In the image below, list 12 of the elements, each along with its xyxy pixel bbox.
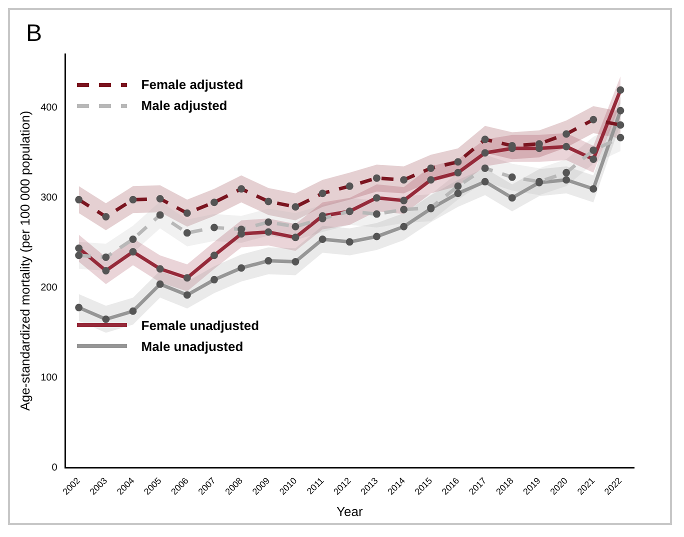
legend-label: Female unadjusted — [141, 318, 260, 333]
y-axis-title: Age-standardized mortality (per 100 000 population) — [17, 110, 32, 411]
x-axis-title: Year — [336, 504, 364, 519]
y-tick-label: 0 — [52, 462, 58, 474]
y-tick-label: 100 — [40, 372, 58, 384]
legend-label: Female adjusted — [141, 77, 244, 92]
y-tick-label: 200 — [40, 282, 58, 294]
chart-title: B — [26, 20, 42, 48]
legend-label: Male adjusted — [141, 98, 228, 113]
y-tick-label: 400 — [40, 102, 58, 114]
y-tick-label: 300 — [40, 192, 58, 204]
legend-label: Male unadjusted — [141, 338, 244, 354]
